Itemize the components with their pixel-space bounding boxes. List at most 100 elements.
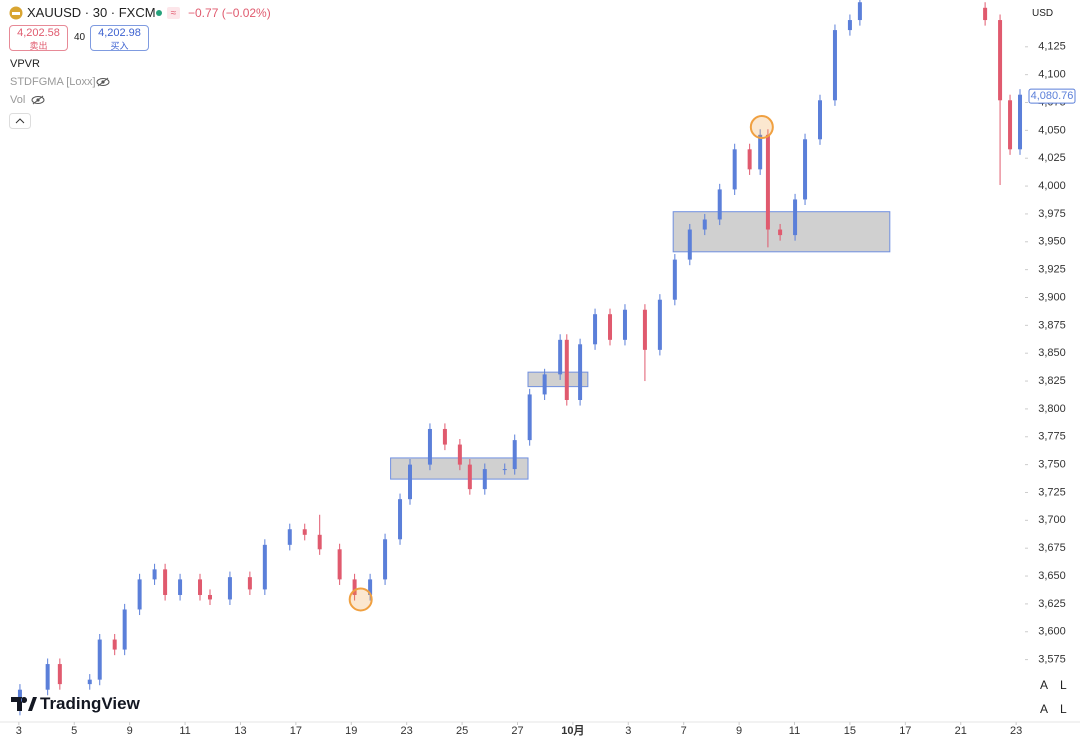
candle-body [122, 609, 127, 650]
candle-body [642, 309, 647, 350]
candle-body [847, 20, 852, 31]
log-scale-button[interactable]: L [1060, 678, 1067, 692]
x-tick-label: 3 [16, 725, 22, 737]
brand-logo [11, 697, 37, 711]
y-tick-label: 3,625 [1038, 598, 1066, 610]
eye-icon[interactable] [96, 77, 110, 87]
candle-body [758, 134, 763, 170]
candle-body [803, 139, 808, 200]
candle-body [1018, 94, 1023, 150]
price-change: −0.77 (−0.02%) [188, 6, 271, 20]
candle-body [732, 149, 737, 190]
marker-circle [749, 115, 774, 140]
x-tick-label: 25 [456, 725, 468, 737]
candle-body [112, 639, 117, 650]
currency[interactable]: USD [1032, 8, 1054, 19]
y-tick-label: 4,000 [1038, 180, 1066, 192]
candle-body [818, 100, 822, 140]
candle-body [247, 577, 252, 590]
y-tick-label: 3,900 [1038, 291, 1066, 303]
candle-body [317, 534, 322, 550]
candle-body [542, 374, 547, 395]
y-tick-label: 3,700 [1038, 514, 1066, 526]
y-tick-label: 3,800 [1038, 403, 1066, 415]
y-tick-label: 3,950 [1038, 236, 1066, 248]
x-tick-label: 23 [1010, 725, 1022, 737]
candle-body [593, 314, 598, 345]
candle-body [427, 428, 432, 465]
x-tick-label: 9 [127, 725, 133, 737]
candle-body [137, 579, 142, 610]
x-tick-label: 10月 [561, 724, 584, 737]
buy-label: 买入 [110, 41, 129, 51]
x-tick-label: 11 [179, 725, 190, 737]
candle-body [502, 469, 507, 471]
candle-body [832, 30, 837, 101]
eye-icon[interactable] [31, 95, 45, 105]
y-tick-label: 3,875 [1038, 319, 1066, 331]
candle-body [558, 339, 563, 375]
candle-body [857, 2, 862, 21]
marker-circle [348, 587, 373, 612]
indicator[interactable]: STDFGMA [Loxx] [10, 76, 96, 88]
indicator[interactable]: VPVR [10, 58, 40, 70]
log-scale-button[interactable]: L [1060, 702, 1067, 716]
candle-body [527, 394, 532, 441]
sell-button[interactable]: 4,202.58 卖出 [9, 25, 68, 51]
x-tick-label: 23 [401, 725, 413, 737]
candle-body [57, 664, 62, 685]
last-price-box [1028, 88, 1076, 104]
y-tick-label: 3,925 [1038, 264, 1066, 276]
candle-body [702, 219, 707, 230]
candle-body [178, 579, 183, 595]
plot-area [17, 0, 1023, 716]
last-price-label: 4,080.76 [1031, 90, 1074, 102]
brand-name: TradingView [40, 694, 140, 713]
candle-body [1008, 100, 1013, 150]
candle-body [383, 539, 388, 580]
x-tick-label: 21 [955, 725, 967, 737]
y-tick-label: 3,775 [1038, 431, 1066, 443]
candle-body [747, 149, 752, 170]
y-tick-label: 4,100 [1038, 69, 1066, 81]
candle-body [163, 569, 168, 595]
y-tick-label: 3,600 [1038, 626, 1066, 638]
candle-body [198, 579, 203, 595]
candle-body [778, 229, 783, 236]
status-icons: ≈ [156, 7, 180, 19]
candle-body [983, 7, 988, 21]
candle-body [482, 469, 487, 490]
x-tick-label: 11 [789, 725, 800, 737]
svg-text:≈: ≈ [171, 8, 177, 19]
candle-body [227, 577, 232, 600]
buy-price: 4,202.98 [98, 27, 141, 39]
x-tick-label: 3 [625, 725, 631, 737]
auto-scale-button[interactable]: A [1040, 678, 1049, 692]
buy-button[interactable]: 4,202.98 买入 [90, 25, 149, 51]
candle-body [87, 679, 92, 685]
candle-body [302, 529, 307, 535]
sell-price: 4,202.58 [17, 27, 60, 39]
candle-body [457, 444, 462, 465]
x-tick-label: 5 [71, 725, 77, 737]
x-tick-label: 19 [345, 725, 357, 737]
candle-body [578, 344, 583, 400]
x-tick-label: 27 [511, 725, 523, 737]
indicator[interactable]: Vol [10, 94, 26, 106]
candle-body [564, 339, 569, 400]
candle-body [717, 189, 722, 220]
candle-body [207, 594, 212, 600]
collapse-button[interactable] [9, 113, 31, 129]
y-tick-label: 3,825 [1038, 375, 1066, 387]
candle-body [368, 579, 373, 595]
auto-scale-button[interactable]: A [1040, 702, 1049, 716]
x-tick-label: 9 [736, 725, 742, 737]
candle-body [287, 529, 292, 545]
y-tick-label: 3,575 [1038, 654, 1066, 666]
symbol-title: XAUUSD · 30 · FXCM [27, 5, 156, 20]
y-tick-label: 4,025 [1038, 152, 1066, 164]
candle-body [442, 428, 447, 445]
candle-body [657, 299, 662, 350]
